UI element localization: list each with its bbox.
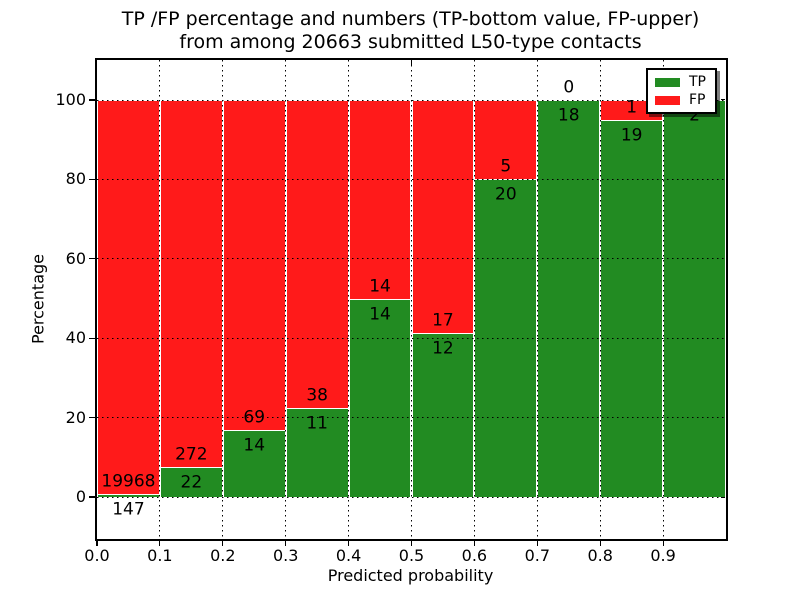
y-tick [89, 337, 95, 339]
fp-bar-segment [286, 100, 348, 408]
y-tick-label: 80 [65, 169, 86, 189]
bar-column [411, 60, 475, 539]
y-tick-label: 40 [65, 328, 86, 348]
fp-count-label: 272 [175, 444, 208, 465]
fp-count-label: 69 [243, 407, 266, 428]
tp-count-label: 20 [495, 184, 517, 205]
legend-item: TP [655, 75, 706, 89]
legend-item: FP [655, 93, 706, 107]
gridline-vertical [536, 60, 538, 539]
x-tick-label: 0.3 [272, 546, 299, 565]
fp-bar-segment [160, 100, 222, 468]
x-tick-label: 0.7 [524, 546, 551, 565]
tp-bar-segment [98, 494, 159, 497]
tp-count-label: 14 [369, 304, 391, 324]
tp-count-label: 11 [306, 413, 328, 434]
x-tick [662, 541, 664, 546]
x-tick-label: 0.1 [147, 546, 173, 565]
fp-count-label: 17 [432, 310, 454, 331]
legend-swatch-fp [655, 95, 680, 105]
bar-column [159, 60, 223, 539]
chart-title-line1: TP /FP percentage and numbers (TP-bottom… [121, 8, 700, 30]
fp-count-label: 19968 [101, 471, 156, 492]
x-tick-label: 0.2 [210, 546, 236, 565]
tp-bar-segment [538, 100, 600, 497]
gridline-vertical [473, 60, 475, 539]
y-tick-label: 60 [65, 248, 86, 268]
gridline-vertical [411, 60, 412, 539]
tp-count-label: 2 [689, 105, 700, 126]
tp-bar-segment [664, 100, 725, 497]
gridline-vertical [662, 60, 664, 539]
plot-area: TP FP 19968 147 272 22 69 14 38 11 14 14 17 12 5 20 0 18… [95, 58, 728, 541]
tp-bar-segment [349, 298, 411, 497]
gridline-vertical [285, 60, 287, 539]
legend-label: FP [689, 92, 706, 108]
bar-column [474, 60, 538, 539]
fp-bar-segment [475, 100, 537, 180]
y-tick [89, 258, 95, 260]
fp-count-label: 1 [626, 97, 638, 118]
y-tick [89, 417, 95, 419]
legend-swatch-tp [655, 77, 680, 87]
x-axis-label: Predicted probability [327, 566, 494, 585]
y-tick [89, 178, 95, 180]
bar-column [348, 60, 412, 539]
chart-title-line2: from among 20663 submitted L50-type cont… [179, 31, 642, 53]
bar-column [537, 60, 601, 539]
bar-column [600, 60, 664, 539]
fp-count-label: 14 [369, 276, 391, 296]
x-tick [473, 541, 475, 546]
gridline-vertical [222, 60, 224, 539]
x-tick-label: 0.0 [84, 546, 110, 565]
fp-count-label: 38 [306, 385, 328, 406]
x-tick-label: 0.6 [461, 546, 488, 565]
tp-count-label: 18 [557, 105, 580, 126]
x-tick [348, 541, 350, 546]
bar-column [222, 60, 286, 539]
tp-bar-segment [412, 332, 474, 497]
chart-title: TP /FP percentage and numbers (TP-bottom… [96, 8, 725, 54]
fp-count-label: 5 [500, 156, 512, 177]
x-tick [410, 541, 413, 546]
x-tick-label: 0.8 [587, 546, 613, 565]
fp-count-label: 0 [563, 77, 575, 98]
x-tick [222, 541, 224, 546]
tp-bar-segment [223, 430, 285, 497]
y-tick-label: 20 [65, 407, 86, 427]
bar-column [97, 60, 160, 539]
tp-count-label: 22 [180, 472, 203, 493]
tp-bar-segment [160, 467, 222, 497]
fp-bar-segment [223, 100, 285, 431]
fp-bar-segment [412, 100, 474, 333]
x-tick [285, 541, 287, 546]
x-tick [96, 541, 98, 546]
x-tick-label: 0.9 [650, 546, 676, 565]
legend-label: TP [689, 74, 706, 90]
y-tick [89, 99, 95, 101]
x-tick-label: 0.4 [335, 546, 362, 565]
tp-count-label: 12 [432, 338, 454, 359]
gridline-vertical [348, 60, 350, 539]
bar-column [285, 60, 349, 539]
legend: TP FP [646, 68, 717, 114]
gridline-vertical [159, 60, 161, 539]
tp-bar-segment [601, 119, 663, 497]
y-tick-label: 0 [75, 487, 86, 506]
x-tick [159, 541, 161, 546]
tp-count-label: 14 [243, 435, 266, 456]
fp-bar-segment [98, 100, 159, 495]
x-tick [536, 541, 538, 546]
bar-column [663, 60, 726, 539]
gridline-vertical [599, 60, 601, 539]
x-tick-label: 0.5 [398, 546, 425, 565]
tp-count-label: 147 [112, 499, 145, 520]
y-tick-label: 100 [55, 90, 86, 109]
tp-count-label: 19 [620, 125, 643, 146]
tp-bar-segment [286, 407, 348, 497]
y-tick [89, 496, 95, 498]
x-tick [599, 541, 601, 546]
fp-bar-segment [349, 100, 411, 299]
